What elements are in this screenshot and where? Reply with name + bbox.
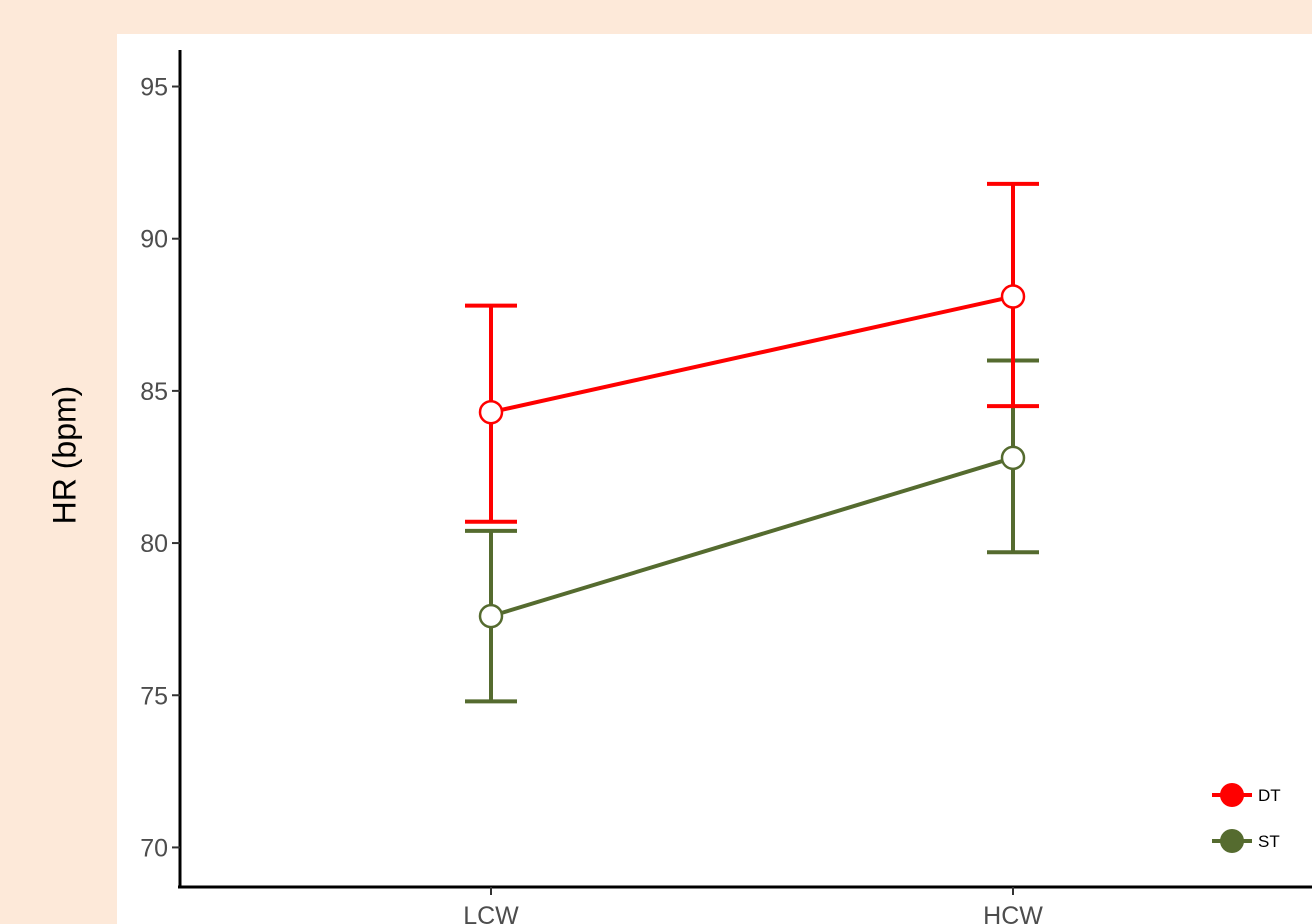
legend-item-dt: DT <box>1212 783 1281 807</box>
series-layer <box>465 181 1039 704</box>
data-point <box>1000 445 1026 471</box>
y-tick-label: 90 <box>140 226 168 254</box>
y-tick-label: 75 <box>140 682 168 710</box>
legend-label: DT <box>1258 786 1281 805</box>
legend-item-st: ST <box>1212 829 1280 853</box>
series-st <box>465 358 1039 704</box>
x-tick-label: LCW <box>463 902 519 924</box>
data-point <box>478 603 504 629</box>
y-tick-label: 80 <box>140 530 168 558</box>
y-tick-label: 70 <box>140 834 168 862</box>
legend: DT ST <box>1212 783 1281 853</box>
series-line <box>490 294 1014 415</box>
data-point <box>478 399 504 425</box>
legend-label: ST <box>1258 832 1280 851</box>
y-ticks: 70 75 80 85 90 95 <box>140 74 180 862</box>
series-line <box>490 455 1014 619</box>
series-dt <box>465 181 1039 524</box>
x-ticks: LCW HCW <box>463 887 1043 924</box>
legend-marker <box>1220 829 1244 853</box>
legend-marker <box>1220 783 1244 807</box>
x-tick-label: HCW <box>983 902 1043 924</box>
plot-panel <box>117 34 1312 924</box>
y-tick-label: 95 <box>140 74 168 102</box>
data-point <box>1000 284 1026 309</box>
y-tick-label: 85 <box>140 378 168 406</box>
